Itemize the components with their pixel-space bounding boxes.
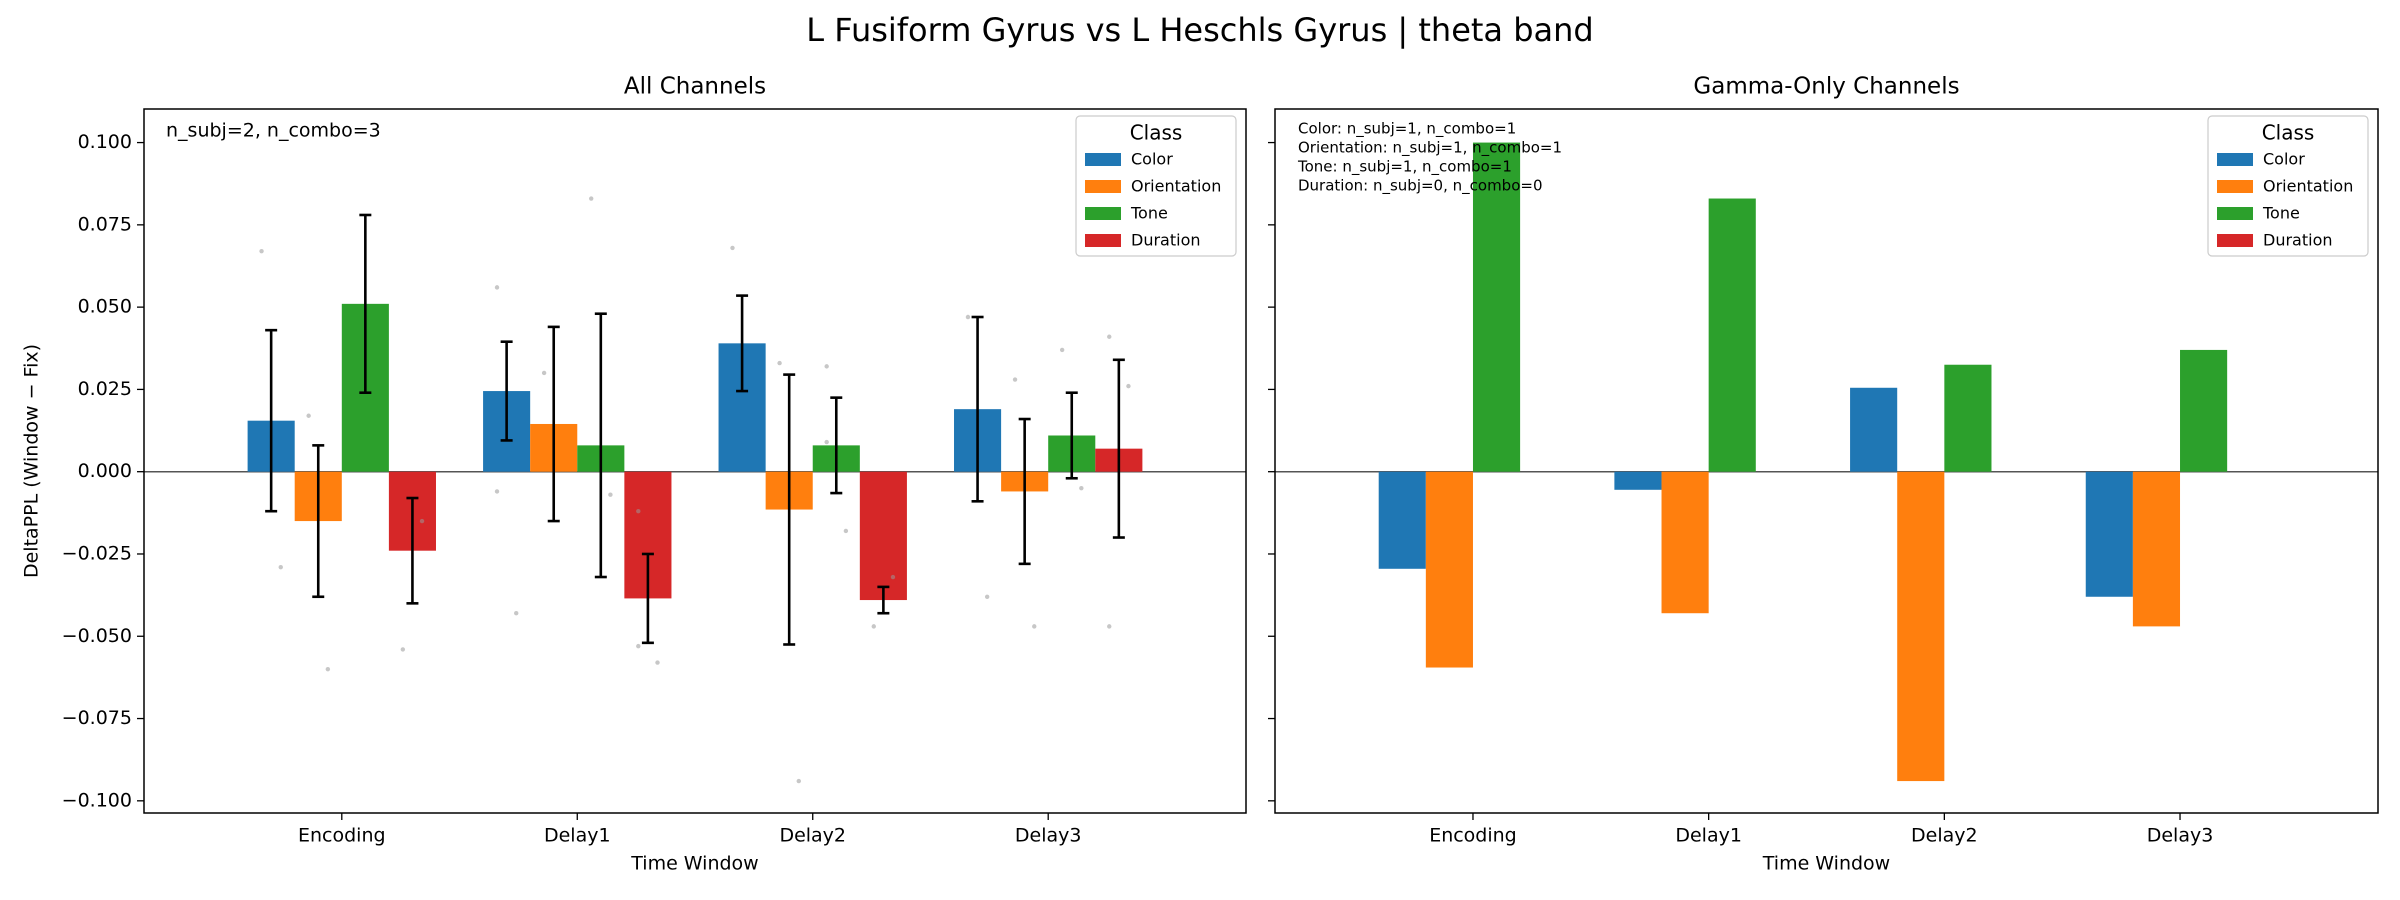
- legend-title: Class: [2262, 121, 2315, 145]
- x-tick-label: Delay2: [779, 825, 846, 847]
- legend-label: Tone: [2262, 204, 2300, 223]
- bar: [859, 471, 907, 601]
- legend-swatch: [1085, 207, 1121, 220]
- subject-point: [514, 611, 519, 616]
- legend-swatch: [2217, 153, 2253, 166]
- subject-point: [1126, 383, 1131, 389]
- subject-point: [494, 489, 500, 494]
- bar: [1614, 471, 1662, 490]
- subject-point: [325, 666, 331, 672]
- legend-label: Orientation: [1131, 177, 1221, 196]
- bar: [1850, 387, 1898, 472]
- legend-swatch: [1085, 234, 1121, 247]
- subject-point: [965, 314, 971, 320]
- legend-swatch: [1085, 153, 1121, 166]
- subject-point: [608, 492, 613, 497]
- legend-swatch: [2217, 207, 2253, 220]
- x-tick-label: Delay1: [1675, 825, 1742, 847]
- bar: [1708, 198, 1756, 472]
- subject-point: [541, 370, 547, 376]
- legend-label: Tone: [1130, 204, 1168, 223]
- axes-title: Gamma-Only Channels: [1693, 74, 1959, 100]
- subject-point: [259, 248, 264, 254]
- x-axis-label: Time Window: [1762, 853, 1890, 875]
- subject-point: [871, 624, 876, 629]
- y-tick-label: −0.075: [62, 707, 132, 729]
- subject-point: [730, 245, 735, 251]
- subject-point: [824, 364, 829, 369]
- y-tick-label: 0.000: [78, 460, 132, 482]
- legend-swatch: [1085, 180, 1121, 193]
- x-axis-label: Time Window: [630, 853, 758, 875]
- subject-point: [306, 413, 311, 418]
- figure-title: L Fusiform Gyrus vs L Heschls Gyrus | th…: [806, 11, 1593, 49]
- subject-point: [636, 508, 641, 514]
- legend-swatch: [2217, 180, 2253, 193]
- legend-box: [1075, 115, 1237, 257]
- bar: [1472, 142, 1521, 472]
- subject-point: [419, 518, 425, 524]
- subject-point: [1107, 624, 1112, 629]
- subject-point: [1059, 347, 1065, 353]
- bar: [2132, 471, 2181, 627]
- annotation: Color: n_subj=1, n_combo=1: [1298, 120, 1516, 139]
- bar: [1897, 471, 1945, 782]
- x-tick-label: Delay3: [1015, 825, 1082, 847]
- annotation: Orientation: n_subj=1, n_combo=1: [1298, 139, 1562, 158]
- subject-point: [655, 660, 660, 665]
- legend-swatch: [2217, 234, 2253, 247]
- bar: [1661, 471, 1709, 614]
- subject-point: [1079, 485, 1084, 491]
- bar: [2180, 349, 2228, 472]
- legend-label: Duration: [1131, 231, 1201, 250]
- y-tick-label: 0.025: [78, 378, 132, 400]
- subject-point: [843, 528, 849, 534]
- bar: [2085, 471, 2133, 597]
- y-tick-label: 0.075: [78, 213, 132, 235]
- subject-point: [278, 564, 283, 570]
- subject-point: [796, 778, 801, 784]
- subject-point: [824, 439, 829, 445]
- legend-label: Duration: [2263, 231, 2333, 250]
- y-tick-label: −0.050: [62, 625, 132, 647]
- x-tick-label: Delay2: [1911, 825, 1978, 847]
- subject-point: [1012, 377, 1018, 382]
- legend-label: Orientation: [2263, 177, 2353, 196]
- subject-point: [984, 594, 990, 599]
- annotation: Tone: n_subj=1, n_combo=1: [1297, 158, 1512, 177]
- subject-point: [589, 196, 594, 201]
- subject-point: [1032, 624, 1037, 629]
- annotation: Duration: n_subj=0, n_combo=0: [1298, 177, 1543, 196]
- x-tick-label: Encoding: [1429, 825, 1517, 847]
- subject-point: [636, 643, 641, 649]
- axes-frame: [143, 108, 1247, 814]
- y-axis-label: DeltaPPL (Window − Fix): [21, 344, 43, 578]
- x-tick-label: Delay1: [544, 825, 611, 847]
- subject-point: [777, 360, 782, 366]
- axes-frame: [1274, 108, 2379, 814]
- y-tick-label: −0.025: [62, 542, 132, 564]
- bar: [1944, 364, 1992, 472]
- bar: [1425, 471, 1473, 668]
- y-tick-label: 0.050: [78, 296, 132, 318]
- y-tick-label: −0.100: [62, 789, 132, 811]
- subject-point: [1107, 334, 1112, 339]
- subject-point: [400, 647, 406, 652]
- x-tick-label: Delay3: [2147, 825, 2214, 847]
- x-tick-label: Encoding: [298, 825, 386, 847]
- bar: [1378, 471, 1426, 569]
- subject-point: [494, 285, 500, 290]
- subject-point: [890, 574, 896, 580]
- axes-title: All Channels: [624, 74, 766, 100]
- legend-label: Color: [2263, 150, 2305, 169]
- legend-box: [2207, 115, 2369, 257]
- y-tick-label: 0.100: [78, 131, 132, 153]
- legend-label: Color: [1131, 150, 1173, 169]
- annotation: n_subj=2, n_combo=3: [166, 120, 381, 142]
- legend-title: Class: [1130, 121, 1183, 145]
